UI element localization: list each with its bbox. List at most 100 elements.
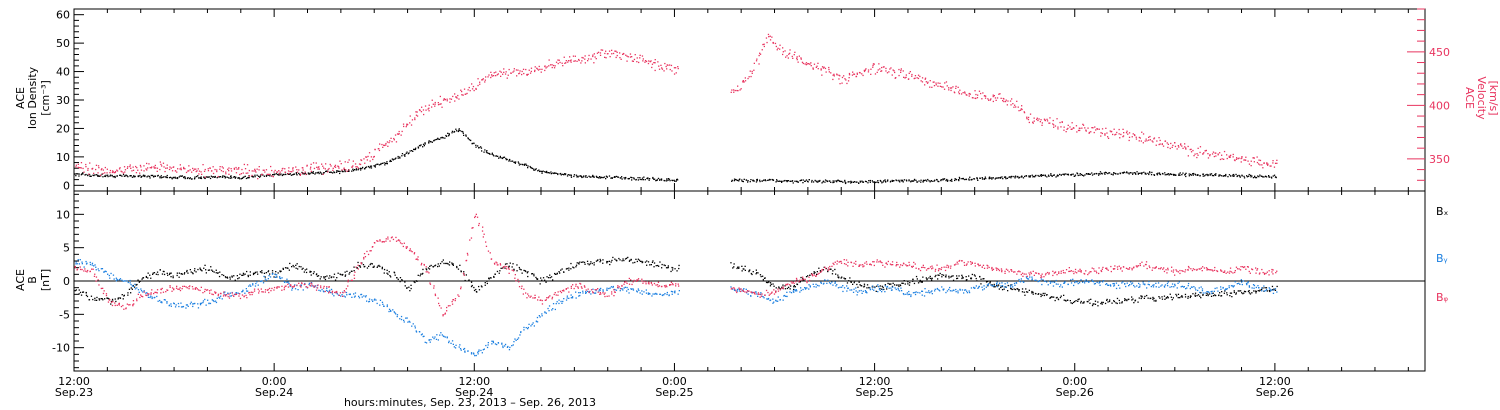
bottom-series-0-point-139 <box>236 275 238 277</box>
bottom-series-0-point-516 <box>678 267 680 270</box>
top-series-0-point-1119 <box>1246 176 1249 178</box>
top-series-1-point-1016 <box>1144 140 1146 142</box>
top-series-1-point-251 <box>325 163 327 165</box>
bottom-series-0-point-359 <box>493 276 495 278</box>
top-series-0-point-357 <box>430 141 432 143</box>
top-series-0-point-390 <box>465 134 467 136</box>
top-series-1-point-654 <box>782 47 784 49</box>
bottom-series-1-point-233 <box>345 291 348 294</box>
bottom-series-1-point-885 <box>1157 282 1160 284</box>
top-series-0-point-148 <box>223 175 226 177</box>
bottom-series-0-point-50 <box>132 284 134 287</box>
bottom-series-1-point-749 <box>1000 285 1002 287</box>
bottom-series-1-point-172 <box>275 276 277 278</box>
top-series-1-point-461 <box>534 66 536 68</box>
bottom-series-0-point-728 <box>976 280 978 282</box>
bottom-series-0-point-630 <box>863 286 865 288</box>
top-series-0-point-153 <box>228 177 230 179</box>
top-series-0-point-296 <box>370 165 373 167</box>
bottom-series-1-point-218 <box>330 291 332 294</box>
top-series-1-point-1081 <box>1207 153 1209 155</box>
bottom-series-2-point-443 <box>590 289 593 291</box>
bottom-series-1-point-627 <box>856 294 858 296</box>
top-series-1-point-1100 <box>1228 156 1230 158</box>
top-series-1-point-698 <box>824 67 827 70</box>
top-series-1-point-133 <box>207 170 210 172</box>
bottom-series-0-point-814 <box>1077 298 1079 301</box>
top-series-0-point-659 <box>786 180 788 183</box>
bottom-series-2-point-327 <box>454 299 456 302</box>
bottom-series-1-point-683 <box>923 295 926 297</box>
bottom-series-0-point-312 <box>438 265 440 267</box>
top-series-1-point-1130 <box>1258 163 1260 165</box>
top-series-1-point-729 <box>855 75 857 78</box>
bottom-series-1-point-954 <box>1240 279 1242 281</box>
bottom-series-0-point-866 <box>1138 297 1140 299</box>
top-series-0-point-569 <box>643 176 645 178</box>
bottom-series-1-point-533 <box>747 290 749 292</box>
bottom-series-0-point-600 <box>827 270 829 273</box>
bottom-series-0-point-686 <box>926 278 928 280</box>
bottom-series-1-point-12 <box>89 263 92 266</box>
bottom-series-2-point-140 <box>238 293 241 295</box>
bottom-series-0-point-721 <box>966 279 968 281</box>
bottom-series-1-point-898 <box>1174 284 1176 287</box>
top-series-1-point-229 <box>302 172 304 174</box>
bottom-series-0-point-179 <box>282 268 284 270</box>
bottom-series-1-point-146 <box>246 290 248 292</box>
bottom-series-1-point-124 <box>219 297 221 299</box>
top-series-0-point-41 <box>114 176 116 179</box>
bottom-series-0-point-193 <box>300 266 302 268</box>
top-series-0-point-948 <box>1074 174 1077 176</box>
top-series-0-point-810 <box>938 180 940 183</box>
bottom-series-0-point-739 <box>989 282 991 284</box>
top-series-0-point-863 <box>988 176 991 178</box>
bottom-series-1-point-58 <box>143 290 145 292</box>
bottom-series-2-point-392 <box>533 297 536 299</box>
top-series-0-point-522 <box>598 177 600 179</box>
top-series-0-point-485 <box>560 172 562 175</box>
bottom-series-0-point-938 <box>1220 295 1223 297</box>
top-series-1-point-49 <box>123 166 126 168</box>
top-series-1-point-169 <box>242 172 244 174</box>
top-series-0-point-319 <box>393 158 395 160</box>
top-series-0-point-540 <box>615 175 618 178</box>
top-series-0-point-1079 <box>1206 173 1208 176</box>
top-series-1-point-1113 <box>1240 161 1242 163</box>
top-series-1-point-311 <box>385 144 387 146</box>
bottom-series-1-point-909 <box>1186 287 1188 289</box>
bottom-series-2-point-352 <box>485 241 487 243</box>
bottom-series-0-point-101 <box>191 272 194 274</box>
bottom-series-1-point-505 <box>663 294 665 296</box>
bottom-series-1-point-759 <box>1012 286 1014 288</box>
bottom-series-0-point-171 <box>273 276 275 278</box>
bottom-series-0-point-482 <box>637 258 639 260</box>
bottom-series-2-point-235 <box>347 279 349 281</box>
bottom-series-1-point-406 <box>548 305 551 307</box>
top-series-1-point-203 <box>278 170 280 172</box>
bottom-series-0-point-412 <box>556 272 558 274</box>
top-series-1-point-6 <box>80 162 83 164</box>
bottom-series-1-point-717 <box>961 289 964 291</box>
top-series-1-point-760 <box>886 72 889 74</box>
bottom-series-1-point-939 <box>1222 286 1224 289</box>
bottom-series-0-point-518 <box>732 267 734 269</box>
bottom-series-1-point-845 <box>1112 283 1114 285</box>
top-series-0-point-1091 <box>1218 175 1220 177</box>
top-series-1-point-1007 <box>1134 134 1136 137</box>
bottom-series-1-point-622 <box>853 288 855 290</box>
top-series-0-point-328 <box>403 154 405 156</box>
bottom-series-0-point-291 <box>414 281 416 284</box>
top-series-0-point-836 <box>964 178 966 181</box>
top-series-1-point-539 <box>614 50 616 52</box>
top-series-1-point-652 <box>779 44 781 46</box>
top-series-1-point-622 <box>750 75 752 78</box>
bottom-series-0-point-477 <box>630 259 632 261</box>
bottom-series-0-point-575 <box>796 283 798 285</box>
bottom-series-1-point-781 <box>1037 280 1039 283</box>
bottom-series-2-point-238 <box>353 274 355 276</box>
bottom-series-1-point-544 <box>762 296 764 298</box>
top-series-1-point-793 <box>920 80 922 82</box>
bottom-series-0-point-266 <box>386 269 388 271</box>
top-series-1-point-358 <box>432 103 434 105</box>
